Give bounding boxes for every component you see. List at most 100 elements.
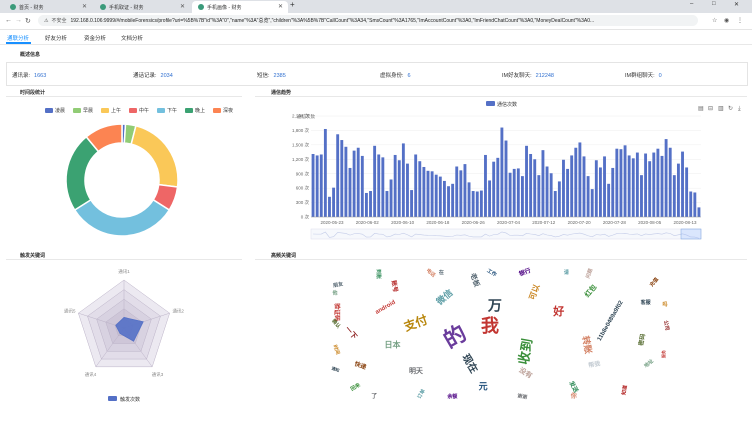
word-cloud-word[interactable]: 日本 (385, 340, 401, 350)
bar[interactable] (594, 160, 598, 217)
word-cloud-word[interactable]: 朋友 (332, 281, 344, 290)
word-cloud-word[interactable]: 好 (552, 304, 564, 318)
bar[interactable] (389, 179, 393, 217)
word-cloud-word[interactable]: 确认 (330, 318, 342, 331)
bar[interactable] (373, 145, 377, 217)
bar[interactable] (566, 168, 570, 217)
word-cloud-word[interactable]: 11b8e0489a9f02 (597, 299, 625, 342)
bar[interactable] (689, 191, 693, 217)
bar[interactable] (574, 147, 578, 217)
bar[interactable] (381, 157, 385, 217)
bar[interactable] (603, 156, 606, 217)
bar[interactable] (315, 155, 319, 217)
browser-tab[interactable]: 首页 - 财务 ✕ (4, 1, 92, 13)
new-tab-button[interactable]: + (290, 0, 295, 9)
bar[interactable] (586, 176, 590, 217)
word-cloud-word[interactable]: 通知 (331, 365, 341, 373)
bar[interactable] (520, 176, 524, 217)
bar[interactable] (406, 163, 409, 217)
word-cloud-word[interactable]: 我 (481, 316, 499, 336)
word-cloud-word[interactable]: 电话 (425, 267, 437, 279)
tab-friend-analysis[interactable]: 好友分析 (45, 36, 68, 42)
bar[interactable] (627, 155, 631, 217)
word-cloud-word[interactable]: 充值 (648, 276, 660, 288)
bar[interactable] (467, 182, 471, 217)
bar[interactable] (570, 155, 574, 217)
bar[interactable] (648, 161, 652, 217)
bar[interactable] (549, 173, 553, 217)
bar[interactable] (672, 175, 676, 217)
bar[interactable] (529, 153, 533, 217)
word-cloud-word[interactable]: 请 (564, 269, 569, 276)
bar[interactable] (537, 175, 541, 217)
bar[interactable] (516, 168, 520, 217)
tab-communication-analysis[interactable]: 通联分析 (7, 36, 30, 42)
bar[interactable] (619, 149, 623, 217)
bar[interactable] (640, 175, 643, 217)
bar[interactable] (504, 140, 508, 217)
word-cloud-word[interactable]: 没有 (517, 365, 534, 380)
word-cloud-word[interactable]: 快递 (353, 359, 368, 371)
legend-swatch[interactable] (108, 396, 117, 401)
bar[interactable] (319, 154, 323, 217)
legend-swatch[interactable] (157, 108, 165, 113)
word-cloud-word[interactable]: 账号 (390, 280, 400, 293)
tab-fund-analysis[interactable]: 资金分析 (84, 36, 107, 42)
bar[interactable] (615, 148, 619, 217)
word-cloud-word[interactable]: 可以 (528, 283, 542, 301)
bar[interactable] (562, 159, 565, 217)
bar[interactable] (328, 196, 331, 217)
bar[interactable] (623, 145, 627, 217)
back-button[interactable]: ← (5, 17, 12, 24)
bar[interactable] (492, 161, 496, 217)
star-icon[interactable]: ☆ (712, 18, 718, 24)
word-cloud-word[interactable]: 老板 (468, 271, 482, 289)
word-cloud-word[interactable]: 微信 (433, 287, 455, 308)
close-tab-icon[interactable]: ✕ (179, 4, 185, 10)
bar[interactable] (676, 163, 680, 217)
bar[interactable] (414, 154, 418, 217)
radar-series-area[interactable] (115, 317, 144, 342)
bar[interactable] (438, 176, 442, 217)
bar[interactable] (681, 151, 684, 217)
bar[interactable] (598, 167, 602, 217)
word-cloud-word[interactable]: 订单 (416, 388, 427, 400)
word-cloud-word[interactable]: 时间 (331, 344, 341, 356)
bar[interactable] (590, 189, 594, 217)
word-cloud-word[interactable]: 万 (487, 297, 502, 313)
bar[interactable] (356, 147, 360, 217)
word-cloud-word[interactable]: 地址 (643, 358, 655, 370)
bar[interactable] (496, 157, 500, 217)
url-field[interactable]: ⚠ 不安全 192.168.0.106:9999/#/mobileForensi… (38, 15, 698, 26)
bar[interactable] (455, 166, 459, 218)
word-cloud-word[interactable]: 知道 (620, 385, 629, 396)
bar[interactable] (553, 191, 557, 217)
word-cloud-word[interactable]: 在 (439, 269, 444, 276)
bar[interactable] (430, 171, 434, 217)
maximize-button[interactable]: □ (712, 1, 716, 7)
bar[interactable] (422, 166, 426, 217)
word-cloud-word[interactable]: 验证码 (333, 303, 341, 321)
bar[interactable] (397, 160, 401, 217)
bar[interactable] (418, 161, 422, 217)
word-cloud-word[interactable]: 明天 (409, 366, 424, 375)
word-cloud-word[interactable]: 回来 (349, 381, 362, 393)
word-cloud-word[interactable]: 服务 (660, 349, 666, 359)
word-cloud-word[interactable]: 收到 (516, 337, 535, 365)
word-cloud-word[interactable]: 了 (371, 393, 377, 400)
bar[interactable] (685, 167, 689, 217)
bar[interactable] (352, 150, 356, 217)
word-cloud-word[interactable]: 他 (331, 290, 337, 297)
word-cloud-word[interactable]: 元 (479, 382, 488, 392)
bar[interactable] (484, 154, 487, 217)
bar[interactable] (664, 139, 668, 217)
close-tab-icon[interactable]: ✕ (81, 4, 87, 10)
close-window-button[interactable]: ✕ (734, 2, 740, 8)
bar[interactable] (442, 180, 446, 217)
word-cloud-word[interactable]: 转账 (580, 335, 594, 355)
word-cloud-word[interactable]: 客服 (640, 299, 652, 306)
bar[interactable] (410, 190, 414, 217)
bar[interactable] (582, 156, 586, 217)
donut-slice[interactable] (65, 135, 100, 212)
bar[interactable] (541, 150, 545, 217)
